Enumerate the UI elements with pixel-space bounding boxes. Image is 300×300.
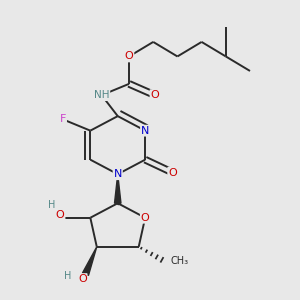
Text: O: O (125, 52, 134, 61)
Text: O: O (168, 168, 177, 178)
Text: O: O (56, 209, 64, 220)
Text: O: O (141, 213, 149, 223)
Text: O: O (78, 274, 87, 284)
Text: H: H (64, 271, 71, 281)
Text: O: O (151, 90, 159, 100)
Polygon shape (82, 247, 97, 275)
Text: F: F (60, 114, 66, 124)
Text: CH₃: CH₃ (170, 256, 188, 266)
Text: N: N (141, 126, 149, 136)
Polygon shape (115, 174, 121, 203)
Text: N: N (114, 169, 122, 179)
Text: H: H (48, 200, 55, 210)
Text: NH: NH (94, 90, 110, 100)
